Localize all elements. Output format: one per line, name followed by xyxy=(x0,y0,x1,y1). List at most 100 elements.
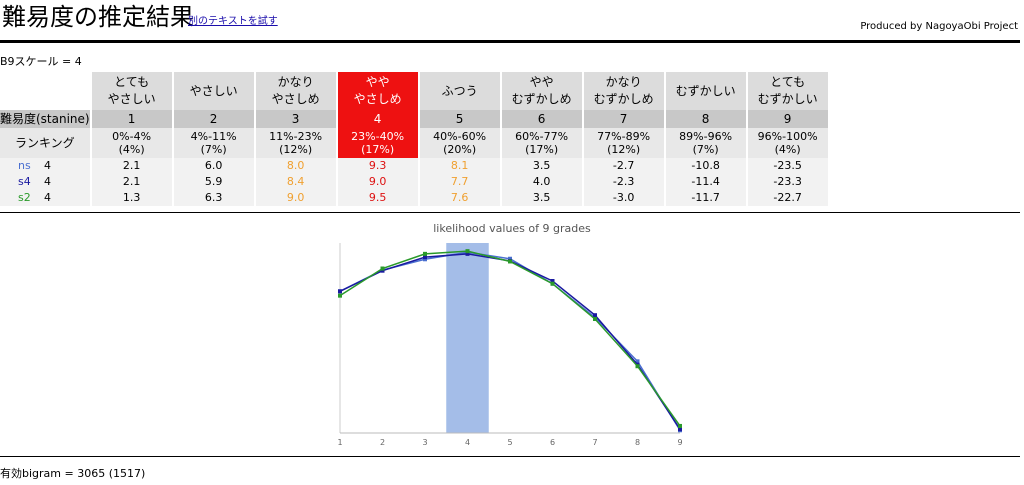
x-tick-label: 6 xyxy=(550,438,555,447)
data-point-s2 xyxy=(550,281,555,286)
ranking-percent: (12%) xyxy=(607,143,641,156)
x-tick-label: 5 xyxy=(507,438,512,447)
grade-label-line2: やさしめ xyxy=(271,92,320,106)
data-point-s4 xyxy=(423,255,427,260)
ranking-cell: 96%-100% (4%) xyxy=(747,128,828,158)
likelihood-value: 9.3 xyxy=(337,158,418,174)
data-point-ns xyxy=(508,256,512,261)
ranking-range: 96%-100% xyxy=(757,130,818,143)
model-label-cell: s2 4 xyxy=(0,190,90,206)
likelihood-value: -2.7 xyxy=(583,158,664,174)
grade-label-line1: やや xyxy=(365,75,390,89)
corner-cell xyxy=(0,72,90,110)
ranking-percent: (7%) xyxy=(200,143,227,156)
data-point-s2 xyxy=(380,266,385,271)
likelihood-value: 2.1 xyxy=(91,174,172,190)
x-tick-label: 4 xyxy=(465,438,470,447)
likelihood-value: -22.7 xyxy=(747,190,828,206)
ranking-cell: 77%-89% (12%) xyxy=(583,128,664,158)
grade-label-line1: とても xyxy=(770,75,806,89)
likelihood-value: 9.0 xyxy=(255,190,336,206)
bottom-divider xyxy=(0,456,1020,457)
grade-label-cell: やや やさしめ xyxy=(337,72,418,110)
grade-label-line1: とても xyxy=(114,75,150,89)
likelihood-chart: likelihood values of 9 grades 1 2 3 4 5 6 7 8 9 xyxy=(337,222,682,447)
likelihood-value: -11.7 xyxy=(665,190,746,206)
data-point-s2 xyxy=(635,364,640,369)
stanine-number: 9 xyxy=(747,110,828,128)
ranking-percent: (4%) xyxy=(774,143,801,156)
ranking-percent: (12%) xyxy=(279,143,313,156)
grade-label-row: とても やさしい やさしい かなり やさしめ やや やさしめ ふつう やや むずかしめ かなり むずか… xyxy=(0,72,828,110)
likelihood-value: 7.6 xyxy=(419,190,500,206)
model-name: s2 xyxy=(18,191,31,204)
grade-label-line1: やや xyxy=(529,75,554,89)
x-tick-label: 2 xyxy=(380,438,385,447)
likelihood-value: 6.3 xyxy=(173,190,254,206)
ranking-range: 40%-60% xyxy=(433,130,487,143)
stanine-row: 難易度(stanine) 1 2 3 4 5 6 7 8 9 xyxy=(0,110,828,128)
ranking-cell: 23%-40% (17%) xyxy=(337,128,418,158)
likelihood-value: -23.3 xyxy=(747,174,828,190)
data-point-s2 xyxy=(338,293,342,298)
stanine-number: 7 xyxy=(583,110,664,128)
ranking-range: 23%-40% xyxy=(351,130,405,143)
model-row-s2: s2 4 1.3 6.3 9.0 9.5 7.6 3.5 -3.0 -11.7 -22.7 xyxy=(0,190,828,206)
grade-label-line2: むずかしい xyxy=(757,92,818,106)
ranking-range: 4%-11% xyxy=(190,130,237,143)
likelihood-value: 9.5 xyxy=(337,190,418,206)
valid-bigram-count: 有効bigram = 3065 (1517) xyxy=(0,467,146,480)
grade-label-cell: やさしい xyxy=(173,72,254,110)
ranking-range: 60%-77% xyxy=(515,130,569,143)
likelihood-value: -3.0 xyxy=(583,190,664,206)
ranking-percent: (20%) xyxy=(443,143,477,156)
stanine-number: 8 xyxy=(665,110,746,128)
ranking-cell: 11%-23% (12%) xyxy=(255,128,336,158)
likelihood-value: 1.3 xyxy=(91,190,172,206)
model-label-cell: ns 4 xyxy=(0,158,90,174)
grade-label-line1: かなり xyxy=(277,75,314,89)
likelihood-value: 8.0 xyxy=(255,158,336,174)
ranking-row: ランキング 0%-4% (4%) 4%-11% (7%) 11%-23% (12%) 23%-… xyxy=(0,128,828,158)
middle-divider xyxy=(0,212,1020,213)
grade-table: とても やさしい やさしい かなり やさしめ やや やさしめ ふつう やや むずかしめ かなり むずか… xyxy=(0,72,830,206)
ranking-cell: 40%-60% (20%) xyxy=(419,128,500,158)
x-tick-label: 3 xyxy=(422,438,427,447)
grade-label-line2: むずかしめ xyxy=(593,92,654,106)
scale-result: B9スケール = 4 xyxy=(0,55,82,68)
grade-label-line2: やさしい xyxy=(107,92,156,106)
stanine-number: 4 xyxy=(337,110,418,128)
model-row-ns: ns 4 2.1 6.0 8.0 9.3 8.1 3.5 -2.7 -10.8 -23.5 xyxy=(0,158,828,174)
stanine-number: 5 xyxy=(419,110,500,128)
ranking-percent: (7%) xyxy=(692,143,719,156)
ranking-cell: 89%-96% (7%) xyxy=(665,128,746,158)
highlight-band xyxy=(446,243,489,433)
data-point-s4 xyxy=(465,251,470,256)
likelihood-value: 5.9 xyxy=(173,174,254,190)
model-grade: 4 xyxy=(44,191,51,204)
likelihood-value: 6.0 xyxy=(173,158,254,174)
likelihood-value: 8.4 xyxy=(255,174,336,190)
grade-label-line2: やさしめ xyxy=(353,92,402,106)
stanine-number: 1 xyxy=(91,110,172,128)
series-line-s4 xyxy=(339,253,681,430)
likelihood-value: 8.1 xyxy=(419,158,500,174)
grade-label-cell: かなり むずかしめ xyxy=(583,72,664,110)
ranking-cell: 0%-4% (4%) xyxy=(91,128,172,158)
try-other-text-link[interactable]: 別のテキストを試す xyxy=(188,16,278,27)
data-point-s2 xyxy=(423,251,427,256)
x-tick-label: 1 xyxy=(337,438,342,447)
data-point-s4 xyxy=(550,279,555,283)
data-point-ns xyxy=(423,257,427,262)
grade-label-line1: かなり xyxy=(605,75,642,89)
likelihood-value: 7.7 xyxy=(419,174,500,190)
likelihood-value: -10.8 xyxy=(665,158,746,174)
ranking-range: 0%-4% xyxy=(112,130,152,143)
model-row-s4: s4 4 2.1 5.9 8.4 9.0 7.7 4.0 -2.3 -11.4 -23.3 xyxy=(0,174,828,190)
grade-label-line2: ふつう xyxy=(441,83,478,98)
data-point-s2 xyxy=(678,423,682,428)
x-tick-label: 9 xyxy=(677,438,682,447)
data-point-s2 xyxy=(465,249,470,254)
likelihood-value: 3.5 xyxy=(501,190,582,206)
ranking-percent: (17%) xyxy=(525,143,559,156)
